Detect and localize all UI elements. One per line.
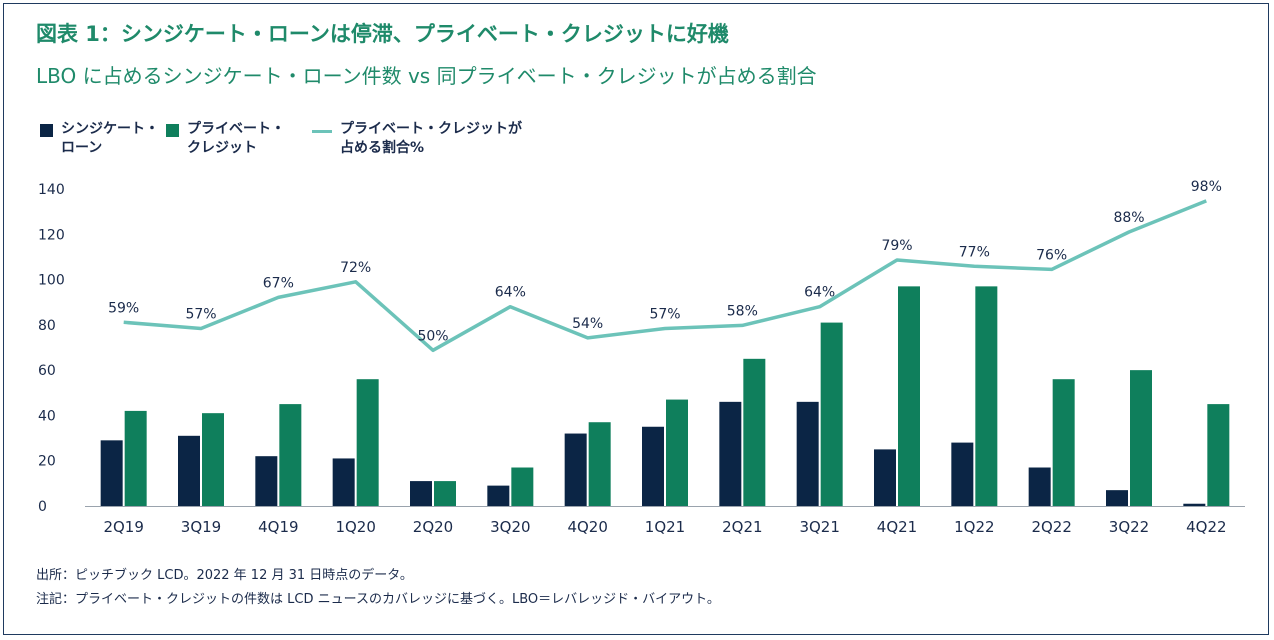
x-tick-label: 2Q20 [413,518,453,536]
x-tick-label: 3Q20 [490,518,530,536]
bar-private [124,410,147,506]
legend-item-private: プライベート・ クレジット [166,120,285,158]
x-tick-label: 4Q21 [877,518,917,536]
y-tick-label: 100 [38,273,65,289]
bar-private [588,422,611,506]
bar-private [975,286,998,506]
bar-syndicated [1183,503,1206,506]
bar-syndicated [1106,490,1128,506]
legend-label-private: プライベート・ クレジット [187,121,285,156]
remark-note: 注記：プライベート・クレジットの件数は LCD ニュースのカバレッジに基づく。L… [36,592,720,607]
bar-syndicated [951,442,974,506]
share-data-label: 98% [1191,179,1222,195]
bar-syndicated [178,435,200,506]
x-tick-label: 3Q21 [799,518,839,536]
x-tick-label: 1Q20 [335,518,375,536]
bar-syndicated [719,401,742,506]
share-data-label: 64% [495,285,526,301]
bar-private [434,481,456,506]
share-data-label: 72% [340,260,371,276]
x-tick-label: 2Q19 [103,518,143,536]
share-data-label: 88% [1113,210,1144,226]
chart-title: 図表 1：シンジケート・ローンは停滞、プライベート・クレジットに好機 [36,22,729,46]
bar-syndicated [100,440,123,506]
bar-private [666,399,688,506]
y-tick-label: 80 [38,318,56,334]
y-tick-label: 60 [38,363,56,379]
bar-private [1207,404,1230,506]
x-tick-label: 2Q21 [722,518,762,536]
x-tick-label: 2Q22 [1031,518,1071,536]
bar-private [820,322,843,506]
y-tick-label: 140 [38,182,65,198]
bar-private [1052,379,1075,506]
y-tick-label: 0 [38,499,47,515]
bar-syndicated [564,433,587,506]
legend-swatch-syndicated [40,124,53,137]
legend-swatch-private [166,124,179,137]
y-tick-label: 20 [38,454,56,470]
x-tick-label: 4Q22 [1186,518,1226,536]
x-tick-label: 1Q21 [645,518,685,536]
bar-private [511,467,534,506]
x-tick-label: 3Q19 [181,518,221,536]
x-tick-label: 1Q22 [954,518,994,536]
bar-syndicated [410,481,432,506]
bar-syndicated [487,485,510,506]
legend-swatch-share [312,130,332,133]
bar-private [279,404,302,506]
legend-label-syndicated: シンジケート・ ローン [61,121,159,156]
bar-syndicated [796,401,819,506]
y-tick-label: 120 [38,227,65,243]
legend-item-share: プライベート・クレジットが 占める割合% [312,120,522,158]
bar-syndicated [642,426,664,506]
share-data-label: 50% [417,328,448,344]
bar-private [356,379,379,506]
share-data-label: 57% [649,307,680,323]
share-data-label: 76% [1036,247,1067,263]
share-data-label: 79% [881,238,912,254]
bar-syndicated [255,456,278,506]
bar-private [1130,370,1152,506]
share-data-label: 57% [185,307,216,323]
bar-private [743,358,766,506]
share-data-label: 64% [804,285,835,301]
bar-syndicated [332,458,355,506]
bar-private [898,286,920,506]
bar-syndicated [874,449,896,506]
x-tick-label: 4Q20 [567,518,607,536]
x-tick-label: 4Q19 [258,518,298,536]
share-data-label: 58% [727,303,758,319]
legend-label-share: プライベート・クレジットが 占める割合% [340,121,522,156]
source-note: 出所：ピッチブック LCD。2022 年 12 月 31 日時点のデータ。 [36,568,413,583]
bar-syndicated [1028,467,1051,506]
bar-private [202,413,224,506]
x-tick-label: 3Q22 [1109,518,1149,536]
share-data-label: 54% [572,316,603,332]
legend-item-syndicated: シンジケート・ ローン [40,120,159,158]
share-data-label: 77% [959,244,990,260]
chart-frame [3,3,1269,635]
chart-subtitle: LBO に占めるシンジケート・ローン件数 vs 同プライベート・クレジットが占め… [36,64,817,88]
y-tick-label: 40 [38,408,56,424]
share-data-label: 59% [108,300,139,316]
share-data-label: 67% [263,275,294,291]
share-line [123,199,1207,353]
